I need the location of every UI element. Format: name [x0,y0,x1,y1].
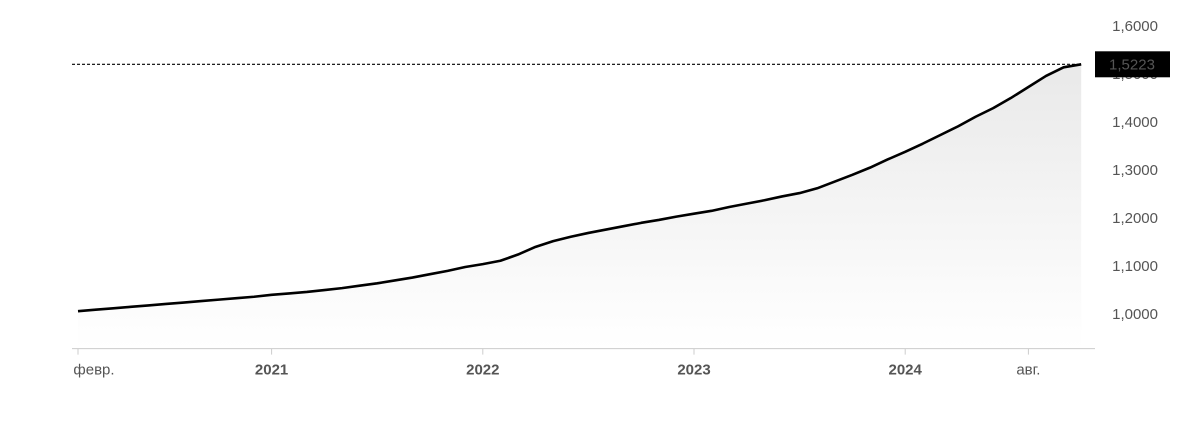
x-tick-label: 2024 [889,362,923,379]
line [77,63,1082,313]
y-tick-label: 1,1000 [1112,258,1158,275]
area-fill [78,64,1082,349]
y-tick-label: 1,3000 [1112,162,1158,179]
y-tick-label: 1,4000 [1112,114,1158,131]
x-tick-label: февр. [73,362,114,379]
x-tick-label: 2021 [255,362,288,379]
value-label: 1,5223 [1109,56,1155,73]
y-tick-label: 1,6000 [1112,18,1158,35]
x-tick-label: 2023 [677,362,710,379]
y-tick-label: 1,2000 [1112,210,1158,227]
y-tick-label: 1,0000 [1112,306,1158,323]
x-tick-label: авг. [1016,362,1040,379]
value-badge [1095,51,1170,78]
x-tick-label: 2022 [466,362,499,379]
